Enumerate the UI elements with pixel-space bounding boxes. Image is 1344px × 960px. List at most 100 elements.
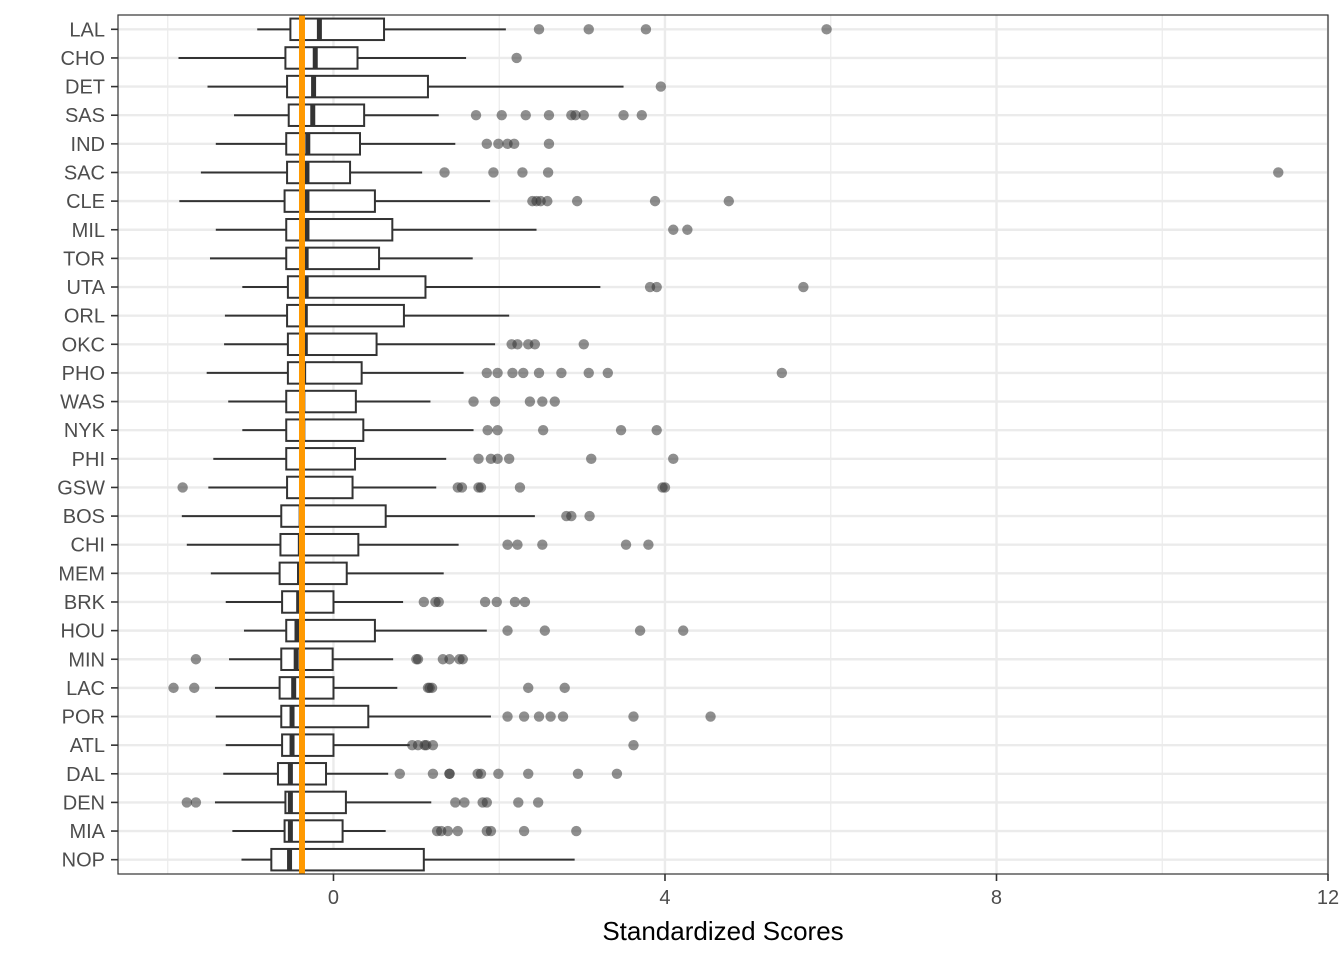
outlier-point (821, 24, 832, 35)
y-tick-label: DAL (66, 764, 105, 786)
outlier-point (502, 711, 513, 722)
outlier-point (508, 138, 520, 150)
outlier-point (532, 797, 544, 808)
outlier-point (496, 110, 507, 121)
outlier-point (518, 711, 530, 722)
outlier-point (640, 24, 652, 35)
outlier-point (524, 396, 536, 407)
outlier-point (523, 682, 534, 694)
outlier-point (473, 453, 484, 465)
outlier-point (651, 281, 662, 293)
outlier-point (427, 739, 439, 751)
outlier-point (513, 797, 524, 808)
y-tick-label: NYK (64, 420, 106, 442)
outlier-point (450, 797, 461, 808)
y-tick-label: MIL (72, 220, 105, 242)
box-iqr (285, 218, 394, 242)
outlier-point (427, 768, 439, 779)
outlier-point (507, 367, 518, 379)
outlier-point (492, 453, 503, 465)
outlier-point (168, 682, 179, 694)
box-iqr (278, 561, 348, 586)
box-WAS (228, 389, 431, 414)
outlier-point (655, 81, 667, 92)
outlier-point (518, 825, 530, 837)
outlier-point (705, 711, 716, 722)
outlier-point (571, 825, 582, 837)
outlier-point (572, 768, 584, 779)
outlier-point (475, 768, 487, 779)
outlier-point (426, 682, 438, 694)
box-iqr (285, 389, 357, 414)
box-DET (207, 74, 624, 99)
outlier-point (602, 367, 614, 379)
y-tick-label: UTA (66, 277, 105, 299)
box-CHI (186, 532, 459, 557)
box-iqr (283, 819, 344, 843)
outlier-point (520, 110, 531, 121)
y-tick-label: HOU (61, 621, 105, 643)
y-tick-label: ATL (70, 735, 105, 757)
outlier-point (537, 424, 549, 436)
box-iqr (286, 303, 405, 328)
outlier-point (556, 367, 567, 379)
box-iqr (285, 447, 357, 471)
outlier-point (533, 367, 545, 379)
box-iqr (286, 160, 352, 185)
box-POR (215, 704, 491, 729)
outlier-point (636, 110, 647, 121)
box-iqr (284, 790, 347, 815)
outlier-point (470, 110, 482, 121)
outlier-point (488, 167, 499, 178)
box-BOS (181, 504, 535, 528)
y-tick-label: CHI (71, 535, 105, 557)
box-iqr (280, 504, 387, 528)
box-iqr (278, 676, 335, 700)
box-iqr (286, 275, 427, 299)
box-DAL (223, 762, 389, 786)
outlier-point (177, 482, 188, 493)
outlier-point (611, 768, 623, 779)
box-iqr (287, 103, 366, 127)
box-MIN (229, 647, 394, 671)
x-tick-label: 4 (659, 887, 670, 909)
outlier-point (481, 797, 493, 808)
y-tick-label: MEM (58, 563, 105, 585)
x-axis-label: Standardized Scores (602, 916, 843, 946)
y-tick-label: BRK (64, 592, 106, 614)
outlier-point (545, 711, 556, 722)
outlier-point (457, 654, 468, 665)
box-MEM (210, 561, 444, 586)
box-iqr (286, 475, 354, 500)
outlier-point (442, 825, 454, 837)
outlier-point (181, 797, 192, 808)
box-LAC (214, 676, 398, 700)
box-GSW (208, 475, 437, 500)
outlier-point (620, 539, 632, 550)
y-tick-label: ORL (64, 306, 105, 328)
outlier-point (559, 682, 570, 694)
outlier-point (439, 167, 450, 178)
outlier-point (493, 138, 504, 150)
outlier-point (475, 482, 487, 493)
outlier-point (479, 596, 491, 608)
y-tick-label: GSW (57, 477, 105, 499)
outlier-point (557, 711, 569, 722)
outlier-point (723, 195, 735, 207)
box-ATL (225, 733, 410, 757)
outlier-point (452, 825, 463, 837)
y-tick-label: POR (62, 707, 105, 729)
box-OKC (224, 332, 496, 357)
outlier-point (628, 711, 639, 722)
outlier-point (543, 138, 555, 150)
outlier-point (190, 797, 202, 808)
outlier-point (502, 539, 513, 550)
outlier-point (543, 110, 555, 121)
outlier-point (634, 625, 646, 636)
outlier-point (678, 625, 689, 636)
box-iqr (281, 590, 335, 614)
outlier-point (189, 682, 200, 694)
box-CHO (178, 46, 467, 70)
y-tick-label: TOR (63, 248, 105, 270)
outlier-point (456, 482, 468, 493)
